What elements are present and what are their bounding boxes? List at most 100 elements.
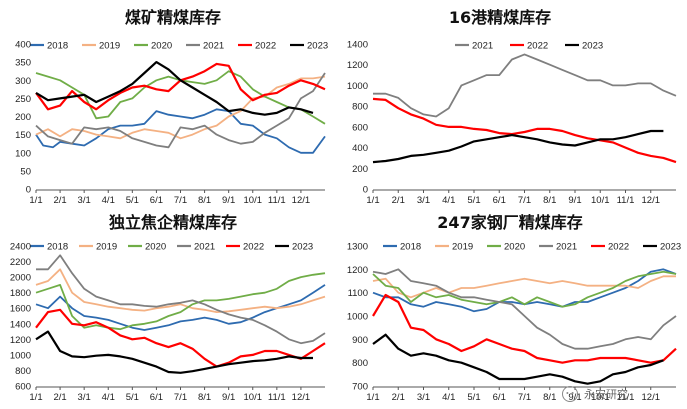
- legend-label-2020: 2020: [145, 242, 166, 253]
- legend-label-2022: 2022: [255, 41, 276, 52]
- legend-label-2019: 2019: [99, 41, 120, 52]
- y-tick-label: 1200: [10, 335, 31, 346]
- x-tick-label: 9/1: [222, 392, 235, 403]
- x-tick-label: 6/1: [150, 392, 163, 403]
- series-line-2021: [372, 268, 677, 350]
- chart-title: 煤矿精煤库存: [125, 8, 221, 27]
- x-tick-label: 5/1: [126, 195, 139, 206]
- y-tick-label: 100: [15, 148, 31, 159]
- x-tick-label: 4/1: [442, 392, 455, 403]
- x-tick-label: 5/1: [467, 392, 480, 403]
- y-tick-label: 400: [15, 40, 31, 51]
- series-line-2021: [36, 254, 326, 345]
- series-line-2021: [35, 72, 326, 149]
- chart-title: 独立焦企精煤库存: [109, 213, 237, 232]
- legend-label-2023: 2023: [292, 242, 313, 253]
- legend-label-2018: 2018: [47, 242, 68, 253]
- x-tick-label: 2/1: [392, 195, 405, 206]
- series-line-2020: [35, 272, 326, 331]
- y-axis: 0 50 100 150 200 250 300 350 400: [15, 40, 31, 196]
- x-tick-label: 7/1: [174, 392, 187, 403]
- plot-series: [372, 268, 677, 385]
- x-tick-label: 1/1: [366, 195, 379, 206]
- y-axis: 700 800 900 1000 1100 1200 1300: [347, 242, 368, 393]
- y-tick-label: 1000: [10, 350, 31, 361]
- y-tick-label: 1600: [10, 304, 31, 315]
- legend-label-2018: 2018: [400, 242, 421, 253]
- x-tick-label: 8/1: [543, 392, 556, 403]
- x-tick-label: 8/1: [198, 392, 211, 403]
- legend: 2018 2019 2020 2021 2022 2023: [383, 242, 681, 253]
- chart-title: 247家钢厂精煤库存: [437, 213, 582, 232]
- legend-label-2020: 2020: [504, 242, 525, 253]
- legend-label-2023: 2023: [582, 41, 603, 52]
- y-tick-label: 300: [15, 76, 31, 87]
- y-tick-label: 800: [352, 102, 368, 113]
- watermark-text: 永安研究: [584, 387, 628, 401]
- x-tick-label: 2/1: [53, 195, 66, 206]
- y-tick-label: 250: [15, 94, 31, 105]
- legend-label-2019: 2019: [96, 242, 117, 253]
- x-tick-label: 8/1: [543, 195, 556, 206]
- x-tick-label: 11/1: [268, 195, 286, 206]
- series-line-2020: [372, 270, 677, 308]
- x-tick-label: 2/1: [392, 392, 405, 403]
- x-tick-label: 10/1: [591, 195, 610, 206]
- y-tick-label: 700: [352, 382, 368, 393]
- x-tick-label: 10/1: [244, 392, 263, 403]
- x-tick-label: 7/1: [174, 195, 187, 206]
- series-line-2022: [372, 293, 677, 364]
- legend-label-2023: 2023: [307, 41, 328, 52]
- y-tick-label: 800: [352, 358, 368, 369]
- x-tick-label: 4/1: [102, 195, 115, 206]
- y-tick-label: 1200: [347, 60, 368, 71]
- y-tick-label: 150: [15, 130, 31, 141]
- x-tick-label: 11/1: [617, 392, 635, 403]
- x-tick-label: 11/1: [617, 195, 635, 206]
- x-tick-label: 4/1: [442, 195, 455, 206]
- legend-label-2022: 2022: [527, 41, 548, 52]
- legend: 2018 2019 2020 2021 2022 2023: [30, 41, 328, 52]
- series-line-2019: [35, 268, 326, 314]
- y-tick-label: 1000: [347, 312, 368, 323]
- x-tick-label: 5/1: [467, 195, 480, 206]
- legend-label-2021: 2021: [203, 41, 224, 52]
- x-tick-label: 7/1: [518, 195, 531, 206]
- y-tick-label: 200: [15, 112, 31, 123]
- y-tick-label: 1400: [10, 319, 31, 330]
- watermark: 永安研究: [562, 386, 628, 402]
- y-tick-label: 1000: [347, 81, 368, 92]
- y-tick-label: 600: [15, 382, 31, 393]
- y-tick-label: 800: [15, 366, 31, 377]
- wechat-logo-icon: [562, 386, 578, 402]
- x-tick-label: 3/1: [78, 195, 91, 206]
- series-line-2023: [372, 333, 664, 385]
- legend-label-2019: 2019: [452, 242, 473, 253]
- x-tick-label: 6/1: [493, 392, 506, 403]
- y-tick-label: 2000: [10, 273, 31, 284]
- y-tick-label: 1100: [348, 288, 368, 299]
- y-tick-label: 0: [363, 185, 368, 196]
- series-line-2018: [35, 108, 326, 154]
- chart-panel-247-steel-mills-coking-coal: 247家钢厂精煤库存 2018 2019 2020 2021 2022 2023 700 8…: [347, 213, 681, 403]
- x-tick-label: 1/1: [29, 195, 42, 206]
- x-tick-label: 9/1: [568, 195, 581, 206]
- chart-title: 16港精煤库存: [449, 8, 551, 27]
- x-tick-label: 3/1: [417, 392, 430, 403]
- plot-series: [372, 53, 677, 164]
- x-tick-label: 5/1: [126, 392, 139, 403]
- y-tick-label: 2400: [10, 242, 31, 253]
- legend-label-2022: 2022: [608, 242, 629, 253]
- x-axis: 1/1 2/1 3/1 4/1 5/1 6/1 7/1 8/1 9/1 10/1 11/1 12/1: [29, 386, 325, 403]
- y-tick-label: 1800: [10, 288, 31, 299]
- y-tick-label: 1300: [347, 242, 368, 253]
- y-tick-label: 350: [15, 58, 31, 69]
- x-axis: 1/1 2/1 3/1 4/1 5/1 6/1 7/1 8/1 9/1 10/1 11/1 12/1: [366, 386, 676, 403]
- x-tick-label: 11/1: [268, 392, 286, 403]
- y-axis: 600 800 1000 1200 1400 1600 1800 2000 2200 2400: [10, 242, 31, 393]
- x-tick-label: 7/1: [518, 392, 531, 403]
- y-tick-label: 0: [26, 185, 31, 196]
- x-tick-label: 9/1: [222, 195, 235, 206]
- x-tick-label: 4/1: [102, 392, 115, 403]
